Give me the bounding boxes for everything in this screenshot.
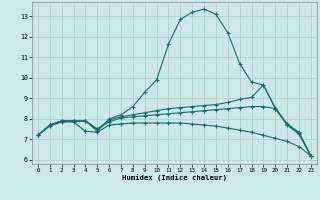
X-axis label: Humidex (Indice chaleur): Humidex (Indice chaleur): [122, 175, 227, 181]
